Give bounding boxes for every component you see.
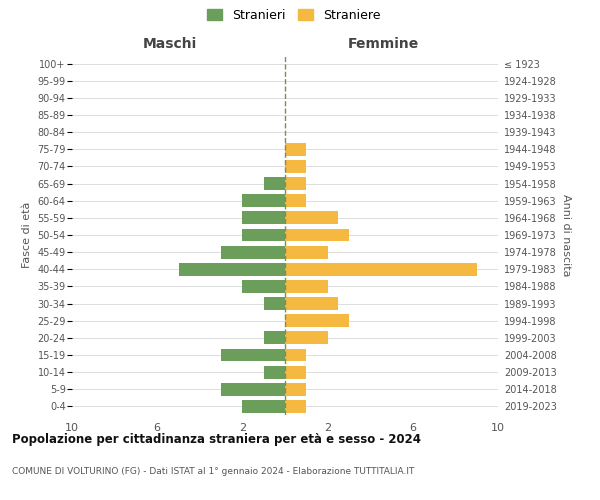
Bar <box>285 246 328 258</box>
Bar <box>285 263 477 276</box>
Text: Femmine: Femmine <box>347 38 419 52</box>
Bar <box>285 400 307 413</box>
Legend: Stranieri, Straniere: Stranieri, Straniere <box>207 8 381 22</box>
Bar <box>285 297 338 310</box>
Text: Maschi: Maschi <box>143 38 197 52</box>
Text: COMUNE DI VOLTURINO (FG) - Dati ISTAT al 1° gennaio 2024 - Elaborazione TUTTITAL: COMUNE DI VOLTURINO (FG) - Dati ISTAT al… <box>12 468 415 476</box>
Bar <box>285 228 349 241</box>
Bar <box>285 383 307 396</box>
Bar <box>179 263 285 276</box>
Bar <box>285 177 307 190</box>
Bar <box>221 383 285 396</box>
Bar <box>242 228 285 241</box>
Bar <box>242 212 285 224</box>
Y-axis label: Fasce di età: Fasce di età <box>22 202 32 268</box>
Text: Popolazione per cittadinanza straniera per età e sesso - 2024: Popolazione per cittadinanza straniera p… <box>12 432 421 446</box>
Bar <box>285 280 328 293</box>
Bar <box>285 348 307 362</box>
Bar <box>264 366 285 378</box>
Bar <box>221 246 285 258</box>
Bar <box>285 314 349 327</box>
Bar <box>285 332 328 344</box>
Bar <box>285 194 307 207</box>
Bar <box>221 348 285 362</box>
Bar <box>285 160 307 173</box>
Y-axis label: Anni di nascita: Anni di nascita <box>561 194 571 276</box>
Bar <box>285 212 338 224</box>
Bar <box>285 143 307 156</box>
Bar <box>264 177 285 190</box>
Bar <box>242 280 285 293</box>
Bar <box>264 297 285 310</box>
Bar <box>285 366 307 378</box>
Bar <box>264 332 285 344</box>
Bar <box>242 194 285 207</box>
Bar <box>242 400 285 413</box>
